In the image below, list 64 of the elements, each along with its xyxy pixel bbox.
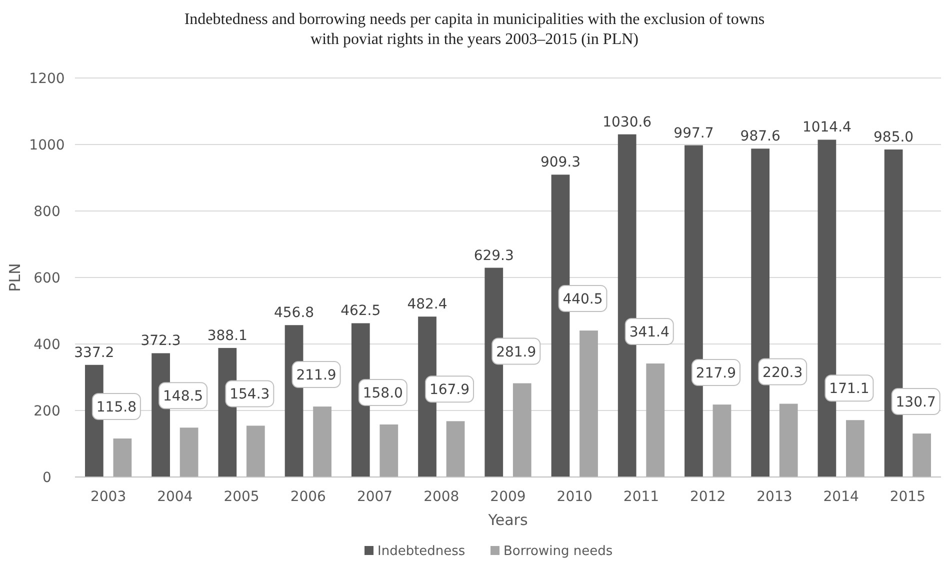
data-label: 372.3 — [140, 333, 181, 350]
legend-label: Indebtedness — [378, 544, 466, 559]
data-label: 456.8 — [274, 305, 314, 322]
y-tick-label: 800 — [34, 204, 60, 220]
data-label: 440.5 — [562, 292, 603, 308]
data-label: 388.1 — [207, 328, 248, 344]
legend-label: Borrowing needs — [504, 544, 613, 559]
y-tick-label: 1000 — [29, 138, 65, 154]
x-tick-label: 2012 — [690, 489, 726, 505]
data-label: 130.7 — [896, 394, 936, 411]
data-label: 217.9 — [696, 366, 736, 382]
y-tick-label: 600 — [34, 270, 60, 286]
data-label: 167.9 — [429, 382, 470, 398]
bar — [712, 404, 732, 477]
data-label: 148.5 — [163, 388, 204, 405]
data-label: 909.3 — [540, 154, 581, 171]
x-tick-label: 2014 — [823, 489, 859, 505]
data-label: 158.0 — [362, 385, 403, 402]
bar — [113, 438, 132, 477]
data-label: 985.0 — [874, 129, 914, 146]
data-label: 115.8 — [96, 399, 136, 416]
x-tick-label: 2015 — [890, 489, 926, 505]
data-label: 337.2 — [74, 344, 114, 361]
bar — [180, 428, 198, 477]
x-tick-label: 2008 — [424, 489, 460, 505]
x-tick-label: 2004 — [157, 489, 193, 505]
bar — [580, 330, 598, 477]
x-tick-label: 2009 — [490, 489, 526, 505]
bar — [512, 383, 532, 477]
data-label: 1030.6 — [602, 114, 652, 130]
x-tick-label: 2011 — [623, 489, 660, 505]
data-label: 220.3 — [762, 364, 803, 381]
data-label: 154.3 — [230, 386, 270, 403]
x-tick-label: 2006 — [290, 489, 326, 505]
data-label: 281.9 — [496, 344, 536, 360]
data-label: 341.4 — [629, 324, 670, 340]
y-tick-label: 1200 — [29, 71, 65, 87]
data-label: 987.6 — [740, 128, 780, 145]
data-label: 1014.4 — [802, 120, 852, 136]
bar — [380, 424, 398, 477]
x-tick-label: 2013 — [756, 489, 792, 505]
bar — [846, 420, 864, 477]
bar — [912, 434, 932, 477]
data-label: 171.1 — [829, 381, 870, 398]
y-tick-label: 400 — [34, 337, 60, 353]
data-label: 462.5 — [340, 303, 381, 320]
x-axis-title: Years — [487, 511, 528, 529]
bar — [313, 406, 332, 477]
data-label: 211.9 — [296, 368, 336, 384]
data-label: 629.3 — [474, 248, 514, 264]
y-tick-label: 0 — [42, 470, 52, 486]
bar — [779, 404, 798, 477]
chart-title: Indebtedness and borrowing needs per capita in municipalities with the exclusion of towns with poviat rights in the years 2003–2015 (in PLN) — [184, 11, 765, 48]
y-tick-label: 200 — [34, 404, 60, 420]
bar — [646, 363, 665, 477]
x-tick-label: 2003 — [90, 489, 126, 505]
x-tick-label: 2005 — [224, 489, 260, 505]
y-axis-title: PLN — [6, 263, 24, 292]
x-tick-label: 2007 — [356, 489, 393, 505]
bar — [246, 426, 265, 477]
data-label: 482.4 — [407, 296, 448, 313]
data-label: 997.7 — [674, 125, 714, 142]
x-tick-label: 2010 — [556, 489, 592, 505]
bar — [446, 421, 465, 477]
